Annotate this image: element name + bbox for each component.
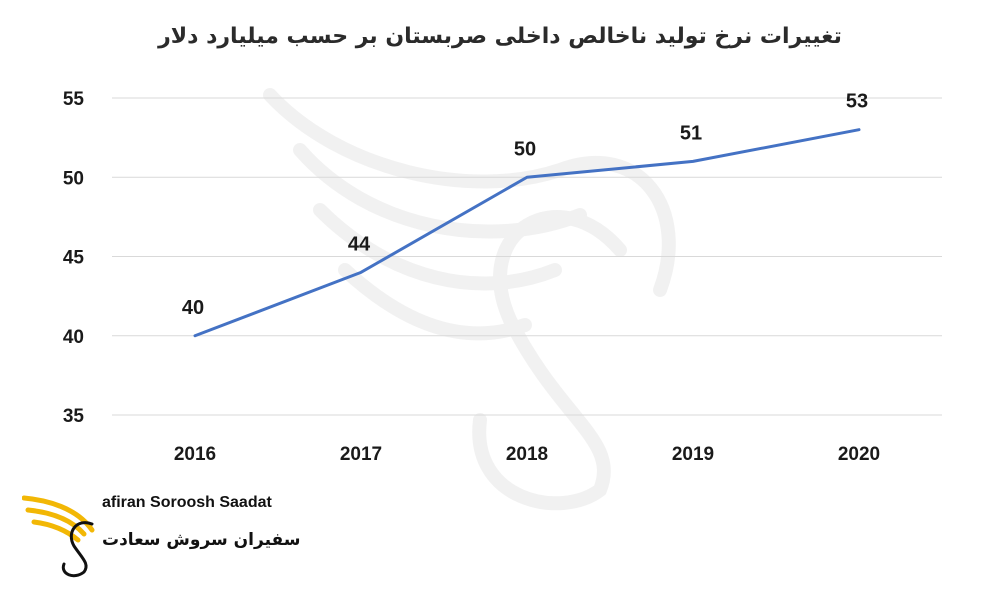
y-tick-label: 40 — [63, 327, 84, 348]
data-labels: 40 44 50 51 53 — [182, 91, 868, 319]
series-line — [193, 128, 861, 338]
x-tick-label: 2018 — [506, 444, 548, 465]
x-tick-label: 2017 — [340, 444, 382, 465]
data-label: 51 — [680, 122, 702, 144]
y-tick-label: 50 — [63, 168, 84, 189]
x-tick-label: 2020 — [838, 444, 880, 465]
data-label: 50 — [514, 138, 536, 160]
data-label: 44 — [348, 233, 371, 255]
y-tick-label: 35 — [63, 406, 85, 427]
data-label: 53 — [846, 91, 868, 113]
logo-name-fa: سفیران سروش سعادت — [102, 530, 301, 550]
logo: afiran Soroosh Saadat سفیران سروش سعادت — [21, 490, 302, 580]
watermark-bird — [263, 88, 676, 511]
chart-title: تغییرات نرخ تولید ناخالص داخلی صربستان ب… — [158, 24, 842, 49]
x-axis-ticks: 2016 2017 2018 2019 2020 — [174, 444, 880, 465]
data-label: 40 — [182, 297, 204, 319]
logo-wing-icon — [21, 495, 95, 578]
x-tick-label: 2016 — [174, 444, 216, 465]
y-axis-ticks: 35 40 45 50 55 — [63, 89, 85, 427]
x-tick-label: 2019 — [672, 444, 714, 465]
gridlines — [112, 97, 942, 416]
logo-name-en: afiran Soroosh Saadat — [102, 494, 272, 511]
y-tick-label: 45 — [63, 248, 85, 269]
y-tick-label: 55 — [63, 89, 85, 110]
